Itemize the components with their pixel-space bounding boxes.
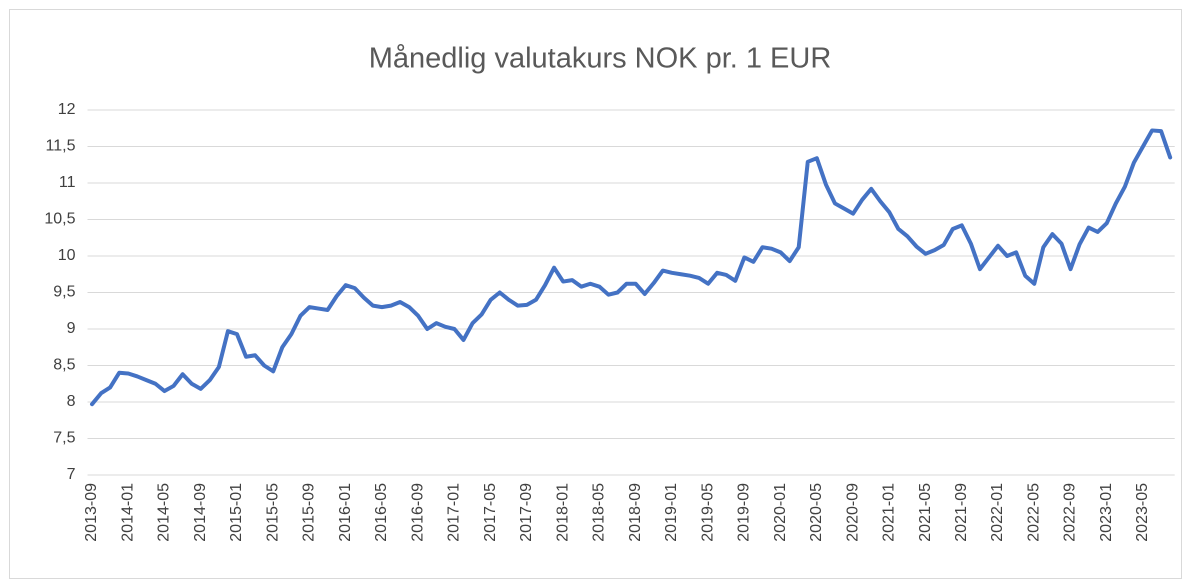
y-tick-label: 10: [58, 247, 76, 264]
x-tick-label: 2014-09: [192, 483, 209, 542]
y-tick-label: 9,5: [53, 284, 75, 301]
x-tick-label: 2019-05: [699, 483, 716, 542]
y-tick-label: 10,5: [44, 211, 75, 228]
x-tick-label: 2013-09: [83, 483, 100, 542]
y-tick-label: 7: [67, 466, 76, 483]
x-tick-label: 2015-09: [301, 483, 318, 542]
x-tick-label: 2022-01: [989, 483, 1006, 542]
x-tick-label: 2018-05: [591, 483, 608, 542]
x-tick-label: 2017-09: [518, 483, 535, 542]
x-tick-label: 2022-05: [1025, 483, 1042, 542]
y-tick-label: 7,5: [53, 430, 75, 447]
x-tick-label: 2015-01: [228, 483, 245, 542]
data-line: [90, 128, 1173, 407]
x-tick-label: 2019-01: [663, 483, 680, 542]
x-tick-label: 2016-05: [373, 483, 390, 542]
x-tick-label: 2020-01: [772, 483, 789, 542]
x-tick-label: 2020-05: [808, 483, 825, 542]
y-tick-label: 8,5: [53, 357, 75, 374]
x-tick-label: 2021-09: [953, 483, 970, 542]
chart-frame: [9, 9, 1182, 579]
y-tick-label: 8: [67, 393, 76, 410]
x-tick-label: 2021-01: [881, 483, 898, 542]
x-tick-label: 2017-01: [446, 483, 463, 542]
y-tick-label: 9: [67, 320, 76, 337]
x-tick-label: 2015-05: [264, 483, 281, 542]
x-tick-label: 2019-09: [736, 483, 753, 542]
y-tick-label: 11,5: [46, 138, 76, 155]
x-tick-label: 2020-09: [844, 483, 861, 542]
x-tick-label: 2018-09: [627, 483, 644, 542]
x-tick-label: 2014-01: [119, 483, 136, 542]
x-tick-label: 2016-09: [409, 483, 426, 542]
chart-title: Månedlig valutakurs NOK pr. 1 EUR: [369, 43, 832, 75]
x-tick-label: 2022-09: [1062, 483, 1079, 542]
x-tick-label: 2023-05: [1134, 483, 1151, 542]
y-tick-label: 11: [59, 174, 76, 191]
x-tick-label: 2021-05: [917, 483, 934, 542]
x-tick-label: 2016-01: [337, 483, 354, 542]
x-tick-label: 2018-01: [554, 483, 571, 542]
x-tick-label: 2023-01: [1098, 483, 1115, 542]
y-tick-label: 12: [58, 101, 76, 118]
x-tick-label: 2017-05: [482, 483, 499, 542]
x-tick-label: 2014-05: [156, 483, 173, 542]
